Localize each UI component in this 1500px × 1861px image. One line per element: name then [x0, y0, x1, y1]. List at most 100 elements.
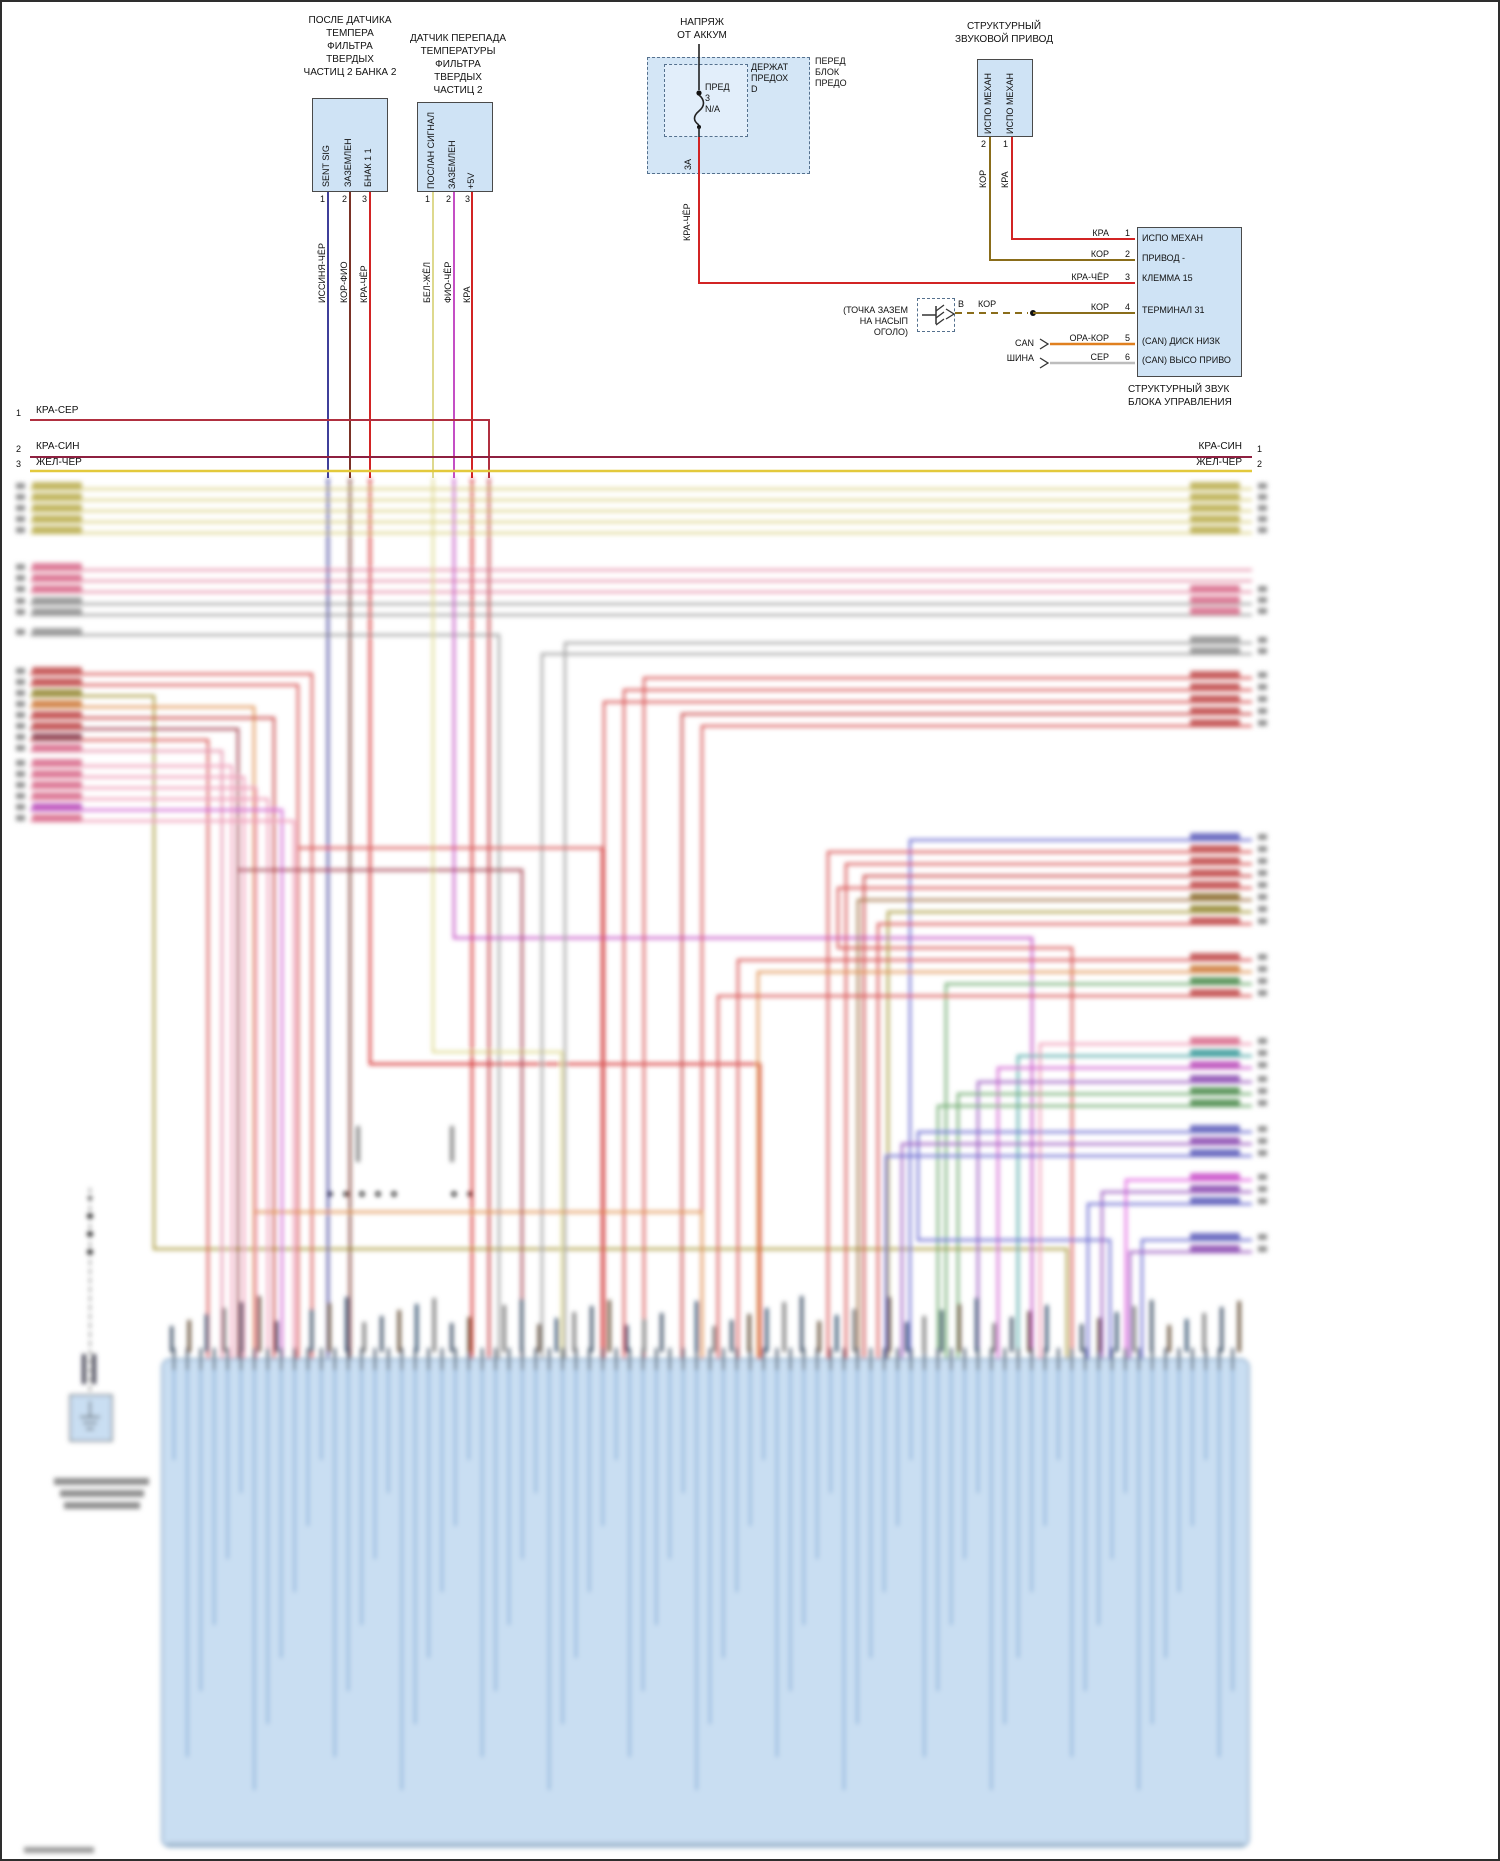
- blurred-wire-mesh: [30, 478, 1252, 1359]
- sharp-wires: [30, 44, 1252, 478]
- ecu-pin-wire: КРА-ЧЁР: [1071, 272, 1109, 282]
- can-line: ШИНА: [1006, 353, 1034, 363]
- ground-wire-name: КОР: [978, 299, 997, 309]
- blurred-text: [54, 1478, 149, 1485]
- row-wire-name: КРА-СЕР: [36, 405, 79, 416]
- ecu-pin-label-2: КОР 2: [1024, 249, 1130, 260]
- ecu-pin-num: 5: [1124, 333, 1130, 343]
- ecu-pin-wire: КОР: [1090, 302, 1109, 312]
- title-line: НАПРЯЖ: [680, 17, 724, 28]
- fuse-line: ПРЕД: [705, 82, 730, 92]
- ground-block: [69, 1394, 113, 1442]
- title-line: ЧАСТИЦ 2: [433, 85, 483, 96]
- title-line: ТЕМПЕРА: [326, 28, 374, 39]
- junction-dots: [327, 1191, 473, 1197]
- pin-number: 1: [425, 194, 431, 204]
- can-line: CAN: [1014, 338, 1034, 348]
- ecu-pin-label-6: СЕР 6: [1024, 352, 1130, 363]
- blurred-text: [60, 1490, 144, 1497]
- blurred-text: [64, 1502, 140, 1509]
- ground-line: ОГОЛО): [873, 327, 908, 337]
- ground-line: (ТОЧКА ЗАЗЕМ: [843, 305, 908, 315]
- title-line: ОТ АККУМ: [677, 30, 727, 41]
- ecu-pin-num: 4: [1124, 302, 1130, 312]
- title-line: ТВЕРДЫХ: [434, 72, 482, 83]
- ground-line: НА НАСЫП: [859, 316, 908, 326]
- ground-connector-label: В: [958, 299, 965, 309]
- ecu-pin-label-1: КРА 1: [1024, 228, 1130, 239]
- wire-kra-to-ecu: [1011, 137, 1135, 240]
- row-number: 2: [1257, 459, 1263, 469]
- title-line: ФИЛЬТРА: [435, 59, 481, 70]
- title-line: СТРУКТУРНЫЙ: [966, 21, 1042, 32]
- ecu-inner-line: (CAN) ВЫСО ПРИВО: [1142, 355, 1231, 365]
- blurred-text: [24, 1847, 94, 1853]
- sensor-dpf-diff-box: [417, 102, 493, 192]
- blurred-vertical-labels: [170, 1296, 1241, 1352]
- ecu-inner-line: КЛЕММА 15: [1142, 273, 1193, 283]
- fuse-top-dot: [696, 90, 702, 96]
- pin-number: 3: [465, 194, 471, 204]
- row-number: 1: [16, 408, 22, 418]
- splice-dot: [87, 1249, 93, 1255]
- pin-number: 2: [981, 139, 987, 149]
- ecu-pin-label-5: ОРА-КОР 5: [1024, 333, 1130, 344]
- ecu-pin-wire: КОР: [1090, 249, 1109, 259]
- panel-line: БЛОК: [815, 67, 840, 77]
- panel-line: ПРЕДО: [815, 78, 847, 88]
- row-number: 1: [1257, 444, 1263, 454]
- blurred-vlabel: [450, 1126, 454, 1162]
- caption-line: БЛОКА УПРАВЛЕНИЯ: [1128, 397, 1232, 408]
- can-chevron-high: [1039, 357, 1050, 369]
- row-number: 2: [16, 444, 22, 454]
- pin-number: 1: [1003, 139, 1009, 149]
- title-line: ЗВУКОВОЙ ПРИВОД: [954, 34, 1054, 45]
- can-bus-label: CAN ШИНА: [998, 338, 1034, 364]
- fuse-holder-box: [664, 64, 748, 137]
- can-chevron-low: [1039, 338, 1050, 350]
- sensor-dpf-temp-box: [312, 98, 388, 192]
- blurred-vlabel: [356, 1126, 360, 1162]
- row-number: 3: [16, 459, 22, 469]
- blurred-region: [16, 478, 1267, 1853]
- row-wire-name: КРА-СИН: [36, 441, 80, 452]
- ecu-inner-line: ТЕРМИНАЛ 31: [1142, 305, 1205, 315]
- row-wire-name: ЖЁЛ-ЧЁР: [1196, 457, 1242, 468]
- pin-number: 3: [362, 194, 368, 204]
- ecu-pin-num: 6: [1124, 352, 1130, 362]
- sensor-dpf-diff-title: ДАТЧИК ПЕРЕПАДА ТЕМПЕРАТУРЫ ФИЛЬТРА ТВЕР…: [388, 32, 528, 97]
- ecu-pin-wire: КРА: [1092, 228, 1109, 238]
- fuse-holder-label: ДЕРЖАТ ПРЕДОХ D: [751, 62, 788, 95]
- ground-block-symbol: [80, 1401, 100, 1430]
- title-line: ДАТЧИК ПЕРЕПАДА: [409, 33, 507, 44]
- sensor-dpf-temp-title: ПОСЛЕ ДАТЧИКА ТЕМПЕРА ФИЛЬТРА ТВЕРДЫХ ЧА…: [280, 14, 420, 79]
- fuse-element: [693, 94, 705, 126]
- fuse-line: N/A: [705, 104, 721, 114]
- ecu-caption: СТРУКТУРНЫЙ ЗВУК БЛОКА УПРАВЛЕНИЯ: [1128, 383, 1232, 409]
- holder-line: ДЕРЖАТ: [751, 62, 789, 72]
- fuse-value: ПРЕД 3 N/A: [705, 82, 730, 115]
- pin-number: 2: [342, 194, 348, 204]
- ecu-box: [1137, 227, 1242, 377]
- splice-dot: [88, 1196, 92, 1200]
- title-line: ЧАСТИЦ 2 БАНКА 2: [303, 67, 397, 78]
- ecu-pin-wire: СЕР: [1090, 352, 1109, 362]
- ecu-pin-num: 1: [1124, 228, 1130, 238]
- connector-chevron: [945, 308, 956, 320]
- blurred-wire-labels: [16, 482, 1267, 1253]
- ecu-inner-line: ИСПО МЕХАН: [1142, 233, 1203, 243]
- ecu-pin-wire: ОРА-КОР: [1069, 333, 1109, 343]
- wire-kra-cher-to-ecu: [698, 137, 1135, 284]
- pin-number: 1: [320, 194, 326, 204]
- title-line: ТЕМПЕРАТУРЫ: [420, 46, 496, 57]
- ecu-pin-label-4: КОР 4: [1024, 302, 1130, 313]
- pin-number: 2: [446, 194, 452, 204]
- ground-label: (ТОЧКА ЗАЗЕМ НА НАСЫП ОГОЛО): [808, 305, 908, 338]
- blurred-mark: [92, 1354, 96, 1384]
- title-line: ТВЕРДЫХ: [326, 54, 374, 65]
- panel-line: ПЕРЕД: [815, 56, 846, 66]
- fuse-line: 3: [705, 93, 711, 103]
- ecu-pin-num: 3: [1124, 272, 1130, 282]
